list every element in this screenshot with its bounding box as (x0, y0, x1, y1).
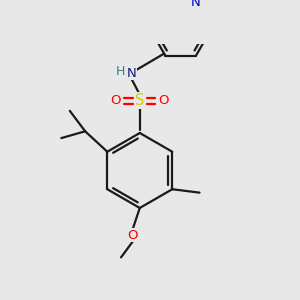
Text: O: O (111, 94, 121, 107)
Text: N: N (191, 0, 201, 9)
Text: S: S (135, 93, 145, 108)
Text: O: O (158, 94, 169, 107)
Text: H: H (116, 65, 125, 78)
Text: O: O (128, 229, 138, 242)
Text: N: N (126, 67, 136, 80)
